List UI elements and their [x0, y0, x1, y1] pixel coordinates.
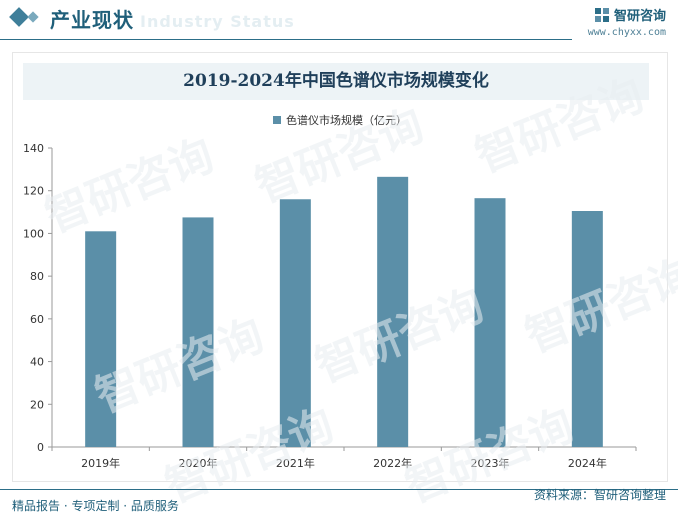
- section-ghost-text: Industry Status: [140, 12, 295, 31]
- header: 产业现状 Industry Status 智研咨询 www.chyxx.com: [0, 0, 678, 44]
- brand: 智研咨询 www.chyxx.com: [588, 5, 666, 38]
- x-tick-label: 2020年: [179, 456, 218, 470]
- footer-tagline: 精品报告 · 专项定制 · 品质服务: [12, 499, 179, 513]
- y-tick-label: 120: [23, 185, 44, 198]
- x-tick-label: 2022年: [373, 456, 412, 470]
- x-tick-label: 2024年: [568, 456, 607, 470]
- y-tick-label: 80: [30, 270, 44, 283]
- legend-swatch: [273, 116, 281, 124]
- y-tick-label: 0: [37, 441, 44, 454]
- brand-logo-icon: [594, 7, 609, 22]
- bar: [182, 217, 214, 447]
- bar: [377, 176, 409, 447]
- brand-url: www.chyxx.com: [587, 27, 666, 38]
- legend-label: 色谱仪市场规模（亿元）: [286, 114, 407, 127]
- section-title: 产业现状: [50, 8, 134, 32]
- y-tick-label: 20: [30, 398, 44, 411]
- header-divider: [0, 39, 572, 40]
- brand-name: 智研咨询: [613, 9, 666, 24]
- y-tick-label: 60: [30, 313, 44, 326]
- x-tick-label: 2021年: [276, 456, 315, 470]
- x-tick-label: 2019年: [81, 456, 120, 470]
- y-tick-label: 40: [30, 356, 44, 369]
- footer-divider: [0, 489, 678, 490]
- bar: [279, 199, 311, 447]
- y-tick-label: 140: [23, 142, 44, 155]
- bar: [571, 211, 603, 447]
- chart-title-band: 2019-2024年中国色谱仪市场规模变化: [23, 63, 649, 100]
- chart-frame: 2019-2024年中国色谱仪市场规模变化 色谱仪市场规模（亿元）: [12, 52, 668, 482]
- x-tick-label: 2023年: [471, 456, 510, 470]
- legend: 色谱仪市场规模（亿元）: [13, 112, 667, 128]
- chart-title: 2019-2024年中国色谱仪市场规模变化: [183, 71, 489, 91]
- y-tick-label: 100: [23, 227, 44, 240]
- bar: [85, 231, 117, 447]
- bar: [474, 198, 506, 447]
- footer-source: 资料来源：智研咨询整理: [533, 488, 666, 502]
